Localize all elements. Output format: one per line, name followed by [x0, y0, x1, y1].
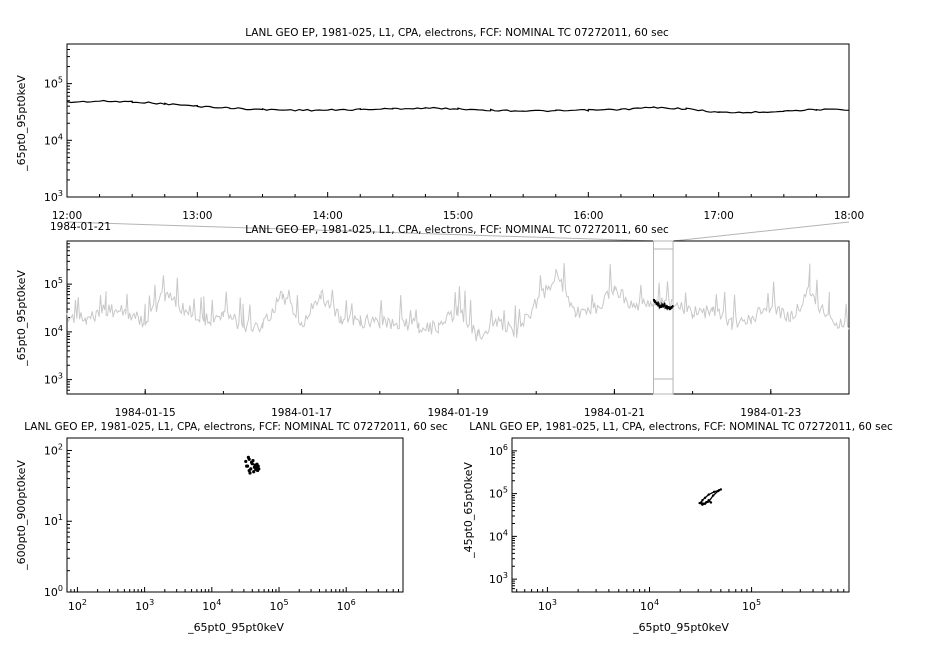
y-axis-label: _65pt0_95pt0keV	[15, 75, 28, 172]
scatter-point	[705, 501, 708, 504]
chart-title: LANL GEO EP, 1981-025, L1, CPA, electron…	[245, 27, 669, 39]
scatter-point	[717, 489, 721, 492]
y-tick-label: 106	[489, 443, 508, 458]
series-line-overview	[66, 263, 850, 342]
scatter-point	[256, 464, 260, 468]
zoom-connector-right	[672, 221, 850, 242]
y-tick-label: 105	[44, 76, 63, 91]
series-line-highlight	[652, 298, 674, 311]
x-tick-label: 15:00	[443, 210, 473, 222]
scatter-point	[701, 499, 704, 502]
x-tick-label: 1984-01-15	[115, 407, 176, 419]
x-axis-label: _65pt0_95pt0keV	[187, 621, 284, 634]
panel-top-timeseries: LANL GEO EP, 1981-025, L1, CPA, electron…	[15, 27, 864, 233]
y-tick-label: 104	[44, 132, 63, 147]
zoom-connector-left	[66, 221, 654, 242]
y-tick-label: 103	[44, 372, 63, 387]
scatter-point	[699, 501, 703, 504]
x-tick-label: 102	[68, 598, 87, 613]
x-tick-label: 14:00	[313, 210, 343, 222]
y-tick-label: 104	[489, 528, 508, 543]
zoom-connector-lines	[66, 221, 850, 242]
scatter-point	[247, 468, 251, 473]
y-tick-label: 104	[44, 324, 63, 339]
scatter-point	[251, 458, 255, 463]
x-tick-label: 105	[742, 598, 761, 613]
scatter-point	[248, 471, 252, 475]
plot-frame	[66, 437, 404, 593]
series-line	[66, 99, 850, 114]
scatter-point	[252, 465, 256, 469]
x-tick-label: 104	[202, 598, 221, 613]
x-tick-label: 103	[538, 598, 557, 613]
scatter-point	[711, 494, 715, 497]
scatter-point	[702, 502, 705, 505]
x-tick-label: 1984-01-23	[740, 407, 801, 419]
panel-scatter-left: LANL GEO EP, 1981-025, L1, CPA, electron…	[15, 421, 448, 634]
scatter-point	[709, 501, 713, 504]
x-tick-label: 1984-01-19	[427, 407, 488, 419]
y-tick-label: 101	[44, 513, 63, 528]
y-tick-label: 103	[44, 189, 63, 204]
scatter-point	[707, 499, 710, 502]
y-axis-label: _45pt0_65pt0keV	[462, 462, 475, 559]
y-tick-label: 103	[489, 571, 508, 586]
x-tick-label: 103	[135, 598, 154, 613]
y-tick-label: 102	[44, 442, 63, 457]
panel-scatter-right: LANL GEO EP, 1981-025, L1, CPA, electron…	[462, 421, 893, 634]
plot-frame	[66, 43, 850, 198]
x-tick-label: 13:00	[182, 210, 212, 222]
x-tick-label: 17:00	[704, 210, 734, 222]
scatter-point	[707, 493, 710, 496]
x-tick-label: 18:00	[834, 210, 864, 222]
chart-title: LANL GEO EP, 1981-025, L1, CPA, electron…	[245, 224, 669, 236]
y-tick-label: 100	[44, 584, 63, 599]
scatter-point	[246, 455, 250, 459]
panel-overview-timeseries: LANL GEO EP, 1981-025, L1, CPA, electron…	[15, 224, 850, 419]
scatter-point	[703, 496, 707, 499]
x-tick-label: 12:00	[52, 210, 82, 222]
scatter-point	[252, 470, 256, 474]
y-axis-label: _65pt0_95pt0keV	[15, 270, 28, 367]
scatter-point	[719, 488, 723, 491]
scatter-point	[257, 467, 261, 471]
x-tick-label: 16:00	[573, 210, 603, 222]
x-axis-label: _65pt0_95pt0keV	[632, 621, 729, 634]
x-tick-label: 104	[640, 598, 659, 613]
x-tick-label: 106	[337, 598, 356, 613]
zoom-highlight-box	[653, 240, 674, 395]
x-tick-label: 1984-01-17	[271, 407, 332, 419]
x-tick-label: 105	[269, 598, 288, 613]
chart-title: LANL GEO EP, 1981-025, L1, CPA, electron…	[469, 421, 893, 433]
y-axis-label: _600pt0_900pt0keV	[15, 460, 28, 571]
x-tick-label: 1984-01-21	[584, 407, 645, 419]
scatter-point	[244, 459, 248, 464]
y-tick-label: 105	[44, 276, 63, 291]
y-tick-label: 105	[489, 486, 508, 501]
x-date-label: 1984-01-21	[50, 221, 111, 233]
plot-frame	[511, 437, 850, 593]
chart-title: LANL GEO EP, 1981-025, L1, CPA, electron…	[24, 421, 448, 433]
scatter-point	[712, 490, 716, 494]
scatter-point	[245, 464, 249, 468]
